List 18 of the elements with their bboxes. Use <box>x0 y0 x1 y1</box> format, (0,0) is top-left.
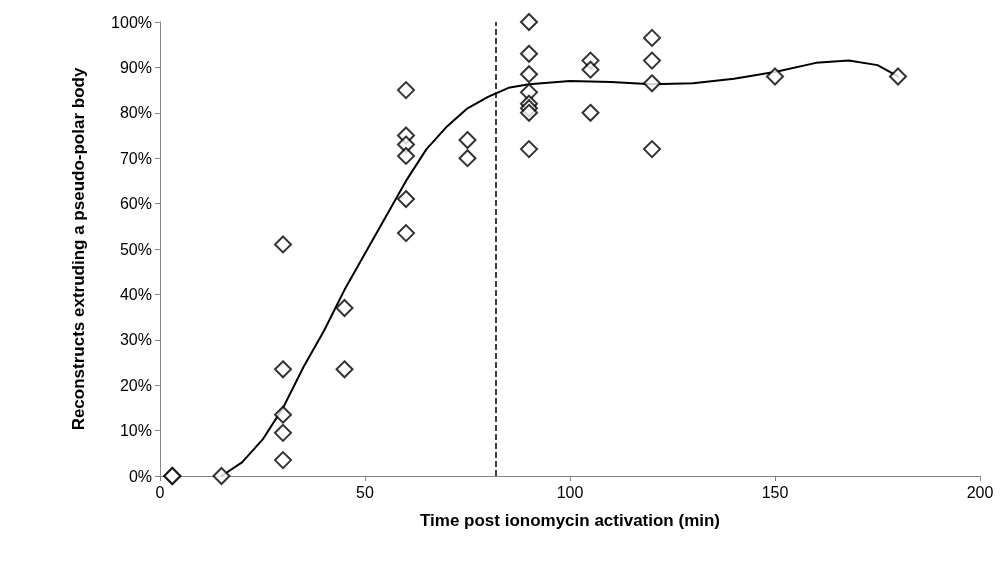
y-tick-label: 0% <box>128 467 152 485</box>
y-tick-label: 50% <box>119 240 152 258</box>
y-tick-label: 80% <box>119 104 152 122</box>
y-tick-label: 70% <box>119 149 152 167</box>
x-axis-title: Time post ionomycin activation (min) <box>419 510 721 530</box>
y-tick-label: 60% <box>119 195 152 213</box>
y-tick-label: 40% <box>119 285 152 303</box>
y-tick-label: 20% <box>119 376 152 394</box>
y-tick-label: 90% <box>119 58 152 76</box>
x-tick-label: 150 <box>761 483 789 501</box>
x-tick-label: 0 <box>155 483 165 501</box>
x-tick-label: 50 <box>356 483 374 501</box>
y-axis-title: Reconstructs extruding a pseudo-polar body <box>68 67 88 431</box>
x-tick-label: 200 <box>966 483 994 501</box>
x-tick-label: 100 <box>556 483 584 501</box>
y-tick-label: 100% <box>111 13 152 31</box>
y-tick-label: 30% <box>119 331 152 349</box>
y-tick-label: 10% <box>119 422 152 440</box>
